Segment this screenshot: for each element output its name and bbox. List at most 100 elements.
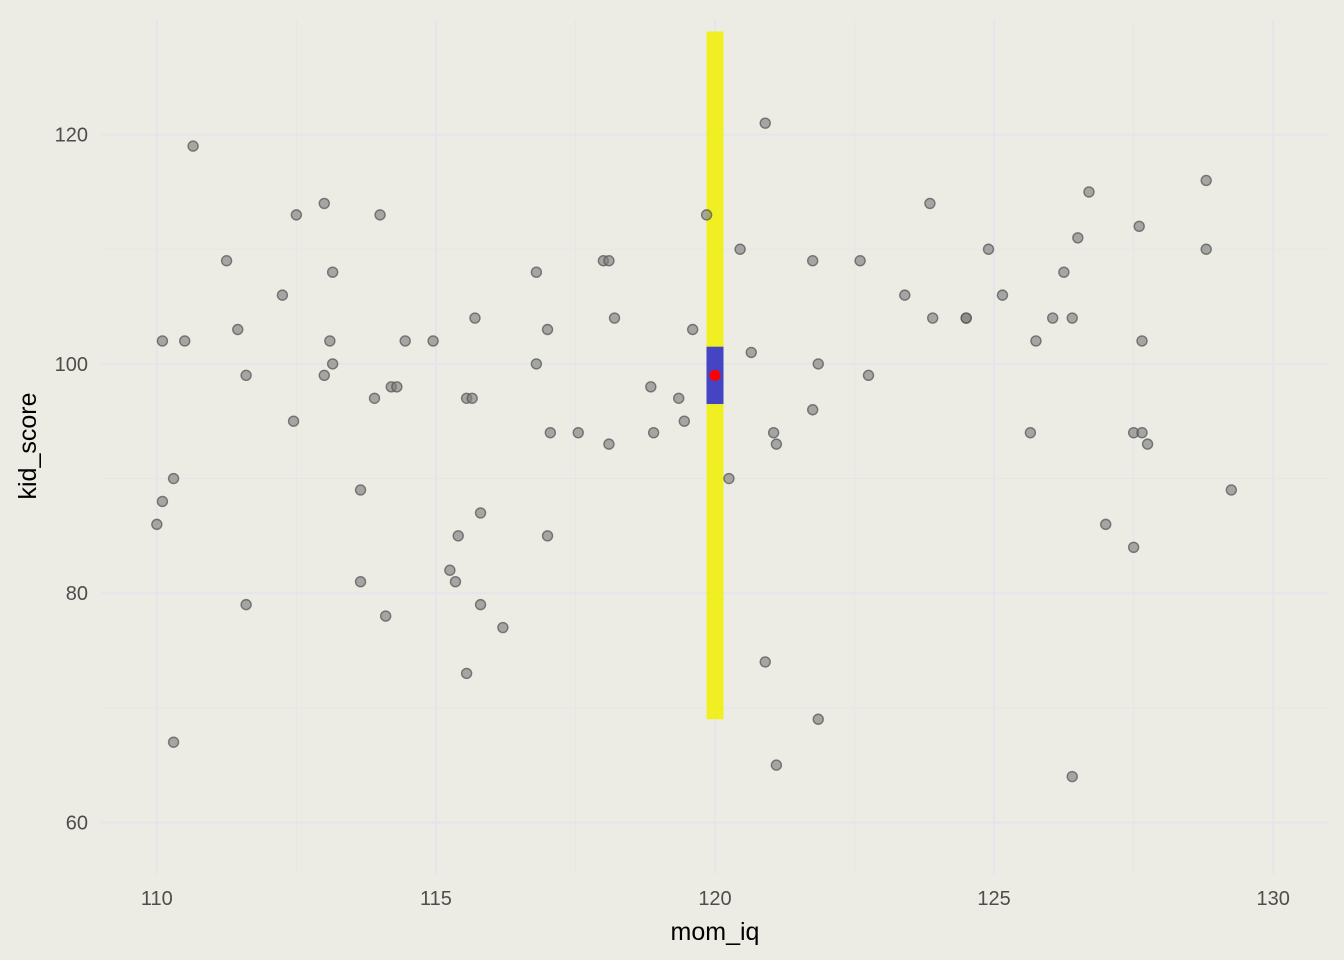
y-tick-label: 80 — [66, 583, 88, 605]
data-point — [645, 381, 657, 393]
data-point — [290, 209, 303, 221]
data-point — [399, 335, 411, 347]
data-point — [572, 426, 584, 439]
x-axis-title: mom_iq — [671, 918, 760, 946]
data-point — [151, 518, 163, 531]
data-point — [474, 598, 487, 611]
data-point — [1133, 220, 1145, 233]
data-point — [603, 255, 615, 267]
data-point — [1136, 335, 1148, 347]
y-tick-label: 100 — [55, 354, 88, 376]
x-tick-label: 120 — [698, 888, 731, 910]
data-point — [391, 381, 403, 393]
estimate-layer — [709, 369, 721, 381]
data-point — [326, 266, 339, 278]
data-point — [770, 438, 783, 450]
data-point — [899, 289, 911, 301]
data-point — [240, 369, 252, 382]
data-point — [156, 495, 169, 508]
data-point — [474, 507, 487, 519]
data-point — [452, 530, 464, 542]
data-point — [1030, 335, 1042, 347]
data-point — [759, 117, 771, 129]
data-point — [734, 243, 746, 255]
data-point — [608, 312, 621, 324]
data-point — [924, 197, 936, 210]
data-point — [466, 392, 478, 404]
data-point — [179, 335, 191, 347]
data-point — [497, 621, 509, 634]
data-point — [220, 255, 233, 267]
y-axis-ticks: 60 80 100 120 — [55, 125, 88, 835]
data-point — [996, 289, 1009, 301]
data-point — [530, 266, 543, 278]
data-point — [647, 426, 660, 439]
data-point — [767, 426, 780, 439]
data-point — [318, 197, 330, 210]
data-point — [1066, 312, 1078, 324]
data-point — [326, 358, 339, 370]
data-point — [1046, 312, 1059, 324]
data-point — [686, 323, 699, 336]
data-point — [318, 369, 330, 382]
data-point — [1066, 770, 1078, 783]
data-point — [156, 335, 169, 347]
data-point — [379, 610, 392, 622]
data-point — [368, 392, 381, 404]
x-tick-label: 115 — [420, 888, 452, 910]
data-point — [673, 392, 685, 404]
data-point — [700, 209, 713, 221]
data-point — [167, 472, 180, 485]
data-point — [460, 667, 473, 680]
data-point — [449, 575, 462, 588]
data-point — [469, 312, 481, 324]
data-point — [187, 140, 199, 152]
data-point — [1024, 426, 1037, 439]
data-point — [287, 415, 300, 427]
data-point — [444, 564, 456, 576]
data-point — [603, 438, 615, 450]
x-tick-label: 130 — [1256, 888, 1289, 910]
data-point — [1100, 518, 1112, 531]
data-point — [745, 346, 757, 359]
data-point — [723, 472, 735, 485]
data-point — [354, 484, 367, 496]
data-point — [806, 255, 819, 267]
data-point — [374, 209, 386, 221]
data-point — [324, 335, 336, 347]
data-point — [232, 323, 244, 336]
data-point — [530, 358, 543, 370]
data-point — [1225, 484, 1238, 496]
y-tick-label: 120 — [55, 125, 88, 147]
y-tick-label: 60 — [66, 812, 88, 834]
data-point — [854, 255, 866, 267]
data-point — [276, 289, 289, 301]
data-point — [1141, 438, 1154, 450]
points-layer — [151, 117, 1238, 783]
data-point — [1136, 426, 1148, 439]
data-point — [1072, 232, 1084, 244]
data-point — [812, 713, 824, 725]
data-point — [354, 575, 367, 588]
point-estimate — [709, 369, 721, 381]
data-point — [240, 598, 252, 611]
data-point — [759, 656, 771, 668]
x-axis-ticks: 110 115 120 125 130 — [141, 888, 1290, 910]
data-point — [167, 736, 180, 748]
data-point — [1127, 541, 1140, 554]
data-point — [960, 312, 972, 324]
data-point — [806, 404, 819, 416]
data-point — [926, 312, 939, 324]
data-point — [541, 530, 554, 542]
data-point — [678, 415, 690, 427]
data-point — [427, 335, 439, 347]
data-point — [982, 243, 995, 255]
data-point — [541, 323, 554, 336]
data-point — [812, 358, 824, 370]
data-point — [1200, 174, 1212, 187]
data-point — [862, 369, 875, 382]
data-point — [1058, 266, 1070, 278]
data-point — [544, 426, 557, 439]
